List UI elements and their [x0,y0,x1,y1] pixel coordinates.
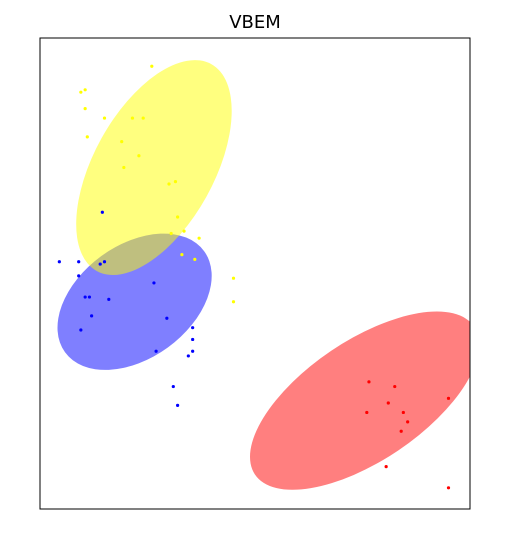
data-point-1-20 [231,300,236,304]
data-point-1-13 [176,215,180,219]
data-point-2-5 [401,410,405,415]
data-point-2-1 [393,384,397,389]
data-point-1-14 [182,229,186,233]
data-point-1-15 [169,231,173,236]
data-point-0-11 [79,328,83,332]
data-point-1-18 [193,257,197,261]
data-point-1-8 [120,140,124,144]
ellipses-layer [57,60,470,490]
data-point-0-4 [98,262,102,266]
data-point-0-13 [191,326,195,330]
data-point-0-8 [107,297,111,302]
data-point-1-12 [167,182,171,186]
data-point-0-10 [90,314,94,318]
data-point-0-0 [57,260,61,264]
data-point-2-4 [365,410,369,415]
data-point-1-6 [141,116,145,120]
data-point-0-2 [77,274,81,278]
data-point-2-2 [446,396,451,400]
data-point-2-6 [406,420,410,424]
data-point-1-5 [130,116,135,120]
data-point-0-15 [154,349,158,353]
data-point-0-17 [191,349,195,353]
data-point-1-16 [197,236,201,240]
data-point-2-7 [399,429,403,433]
points-layer [57,64,451,490]
data-point-1-1 [79,90,83,94]
data-point-0-5 [102,260,107,264]
data-point-0-19 [176,403,180,407]
data-point-2-9 [446,486,451,490]
data-point-1-17 [180,253,184,257]
data-point-2-8 [384,465,388,469]
data-point-1-2 [83,88,87,92]
plot-frame [39,37,471,510]
data-point-1-4 [102,116,107,120]
cluster-ellipse-1 [76,60,232,275]
data-point-0-9 [152,281,156,285]
data-point-0-14 [191,337,195,342]
data-point-0-18 [171,384,175,389]
data-point-1-19 [231,276,236,280]
data-point-1-10 [122,165,126,170]
data-point-0-6 [83,295,87,299]
data-point-1-0 [150,64,154,68]
chart-title: VBEM [229,12,281,33]
cluster-ellipse-2 [250,311,470,490]
data-point-1-9 [137,154,141,158]
data-point-1-11 [173,180,178,184]
data-point-0-3 [100,210,104,214]
data-point-0-1 [77,260,81,264]
data-point-0-16 [186,354,190,358]
data-point-1-7 [85,135,89,139]
data-point-2-0 [367,380,371,384]
data-point-0-12 [165,316,169,320]
data-point-2-3 [386,401,390,405]
data-point-0-7 [87,295,92,299]
data-point-1-3 [83,107,87,111]
plot-area [57,60,470,490]
